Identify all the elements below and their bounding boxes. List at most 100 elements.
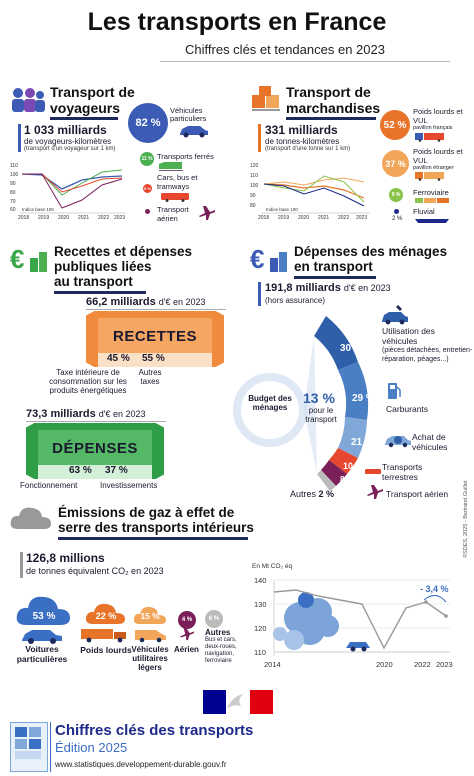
recettes-title-3: au transport: [54, 274, 133, 289]
share-circle-bus: 5 %: [143, 184, 152, 193]
marchandises-line-chart: 120 110 100 90 80 2018 2019 2020 2021 20…: [250, 163, 370, 220]
euro-coins-icon: €: [10, 244, 47, 274]
arc-segment-carburants: [338, 362, 369, 420]
voyageurs-title-2: voyageurs: [50, 100, 121, 116]
recettes-label: RECETTES: [112, 328, 197, 345]
share-circle-fer: 9 %: [389, 188, 403, 202]
share-pct: 82 %: [135, 117, 161, 129]
x-tick: 2022: [338, 215, 349, 220]
footer-url[interactable]: www.statistiques.developpement-durable.g…: [55, 760, 227, 769]
x-tick: 2020: [298, 215, 309, 220]
ges-share-circle-autres: 6 %: [205, 610, 223, 628]
y-tick: 90: [250, 193, 256, 199]
voyageurs-vp-label: Véhicules particuliers: [170, 106, 207, 123]
recettes-pct-2: 55 %: [142, 353, 165, 364]
freight-train-icon: [415, 198, 449, 203]
wrench-car-icon: [382, 305, 408, 325]
y-tick: 120: [250, 163, 259, 169]
y-tick: 140: [254, 576, 267, 585]
plane-icon: [367, 485, 383, 499]
share-circle-pl-fr: 52 %: [380, 110, 410, 140]
marchandises-fluv-pct: 2 %: [392, 216, 403, 222]
recettes-amount: 66,2 milliards d'€ en 2023: [86, 296, 206, 308]
arc-segment-aerien: [321, 460, 347, 486]
ges-share-sub-autres: Bus et cars, deux-roues, navigation, fer…: [205, 637, 237, 664]
ges-change-label: - 3,4 %: [420, 584, 449, 594]
marchandises-pl-etr-label: Poids lourds et VUL: [413, 147, 463, 165]
ges-share-label-air: Aérien: [174, 645, 199, 654]
train-icon: [159, 162, 183, 171]
y-tick: 80: [10, 190, 16, 196]
voyageurs-fer-label: Transports ferrés: [157, 152, 214, 161]
menages-budget-label: Budget des ménages: [248, 394, 292, 412]
menages-seg-label-2: Carburants: [386, 404, 429, 414]
marchandises-value-bar: [258, 124, 261, 152]
menages-title-2: en transport: [294, 259, 373, 274]
marchandises-pl-fr-sub: pavillon français: [413, 125, 453, 131]
recettes-split-bar: [98, 353, 212, 367]
subtitle-rule: [160, 61, 450, 62]
page-title: Les transports en France: [87, 8, 387, 36]
y-tick: 90: [10, 181, 16, 187]
footer-title: Chiffres clés des transports: [55, 722, 254, 739]
marchandises-fluv-label: Fluvial: [413, 207, 435, 216]
depenses-amount: 73,3 milliards d'€ en 2023: [26, 408, 146, 420]
y-tick: 100: [250, 183, 259, 189]
ges-share-pct-vul: 15 %: [140, 611, 160, 621]
barge-icon: [415, 219, 449, 223]
depenses-pct-2: 37 %: [105, 465, 128, 476]
x-tick: 2018: [18, 215, 29, 220]
share-circle-vp: 82 %: [128, 103, 168, 143]
van-icon: [135, 630, 166, 643]
share-cloud-vul: [133, 606, 166, 624]
menages-budget-chart: [233, 316, 369, 491]
car-icon: [22, 630, 62, 644]
share-circle-air: 1 %: [145, 209, 150, 214]
marchandises-title-underline: [286, 117, 376, 120]
page-subtitle: Chiffres clés et tendances en 2023: [185, 42, 385, 57]
recettes-title-2: publiques liées: [54, 259, 152, 274]
marchandises-value: 331 milliards: [265, 123, 338, 137]
fuel-pump-icon: [388, 383, 401, 399]
ges-value-bar: [20, 552, 23, 578]
y-tick: 60: [10, 207, 16, 213]
x-tick: 2023: [114, 215, 125, 220]
voyageurs-value-bar: [18, 124, 21, 152]
ges-unit: de tonnes équivalent CO₂ en 2023: [26, 566, 164, 576]
credit-text: ©SDES, 2025 - Bertrand Guillet: [463, 480, 469, 558]
y-tick: 120: [254, 624, 267, 633]
marchandises-pl-etr-sub: pavillon étranger: [413, 165, 454, 171]
share-cloud-vp: [16, 596, 70, 625]
menages-center-pct: 13 %: [303, 390, 335, 406]
menages-autres: Autres 2 %: [290, 489, 335, 499]
ges-title-1: Émissions de gaz à effet de: [58, 505, 235, 520]
ges-chart-unit: En Mt CO₂ éq: [252, 563, 292, 570]
x-tick: 2023: [356, 215, 367, 220]
marchandises-title-2: marchandises: [286, 100, 381, 116]
voyageurs-title-1: Transport de: [50, 84, 135, 100]
menages-seg-label-4: Transports terrestres: [382, 462, 423, 482]
recettes-title-1: Recettes et dépenses: [54, 244, 193, 259]
series-line-fer: [263, 175, 365, 203]
cloud-icon: [10, 507, 51, 529]
car-euro-icon: [385, 436, 411, 448]
arc-segment-utilisation: [314, 316, 358, 370]
y-tick: 80: [250, 203, 256, 209]
y-tick: 110: [254, 648, 266, 657]
voyageurs-index-label: Indice base 100: [22, 207, 54, 212]
x-tick: 2022: [414, 660, 431, 669]
ges-share-label-vul: Véhicules utilitaires légers: [131, 645, 169, 672]
share-circle-fer: 11 %: [140, 152, 154, 166]
plane-icon: [180, 627, 194, 641]
euro-coins-icon: €: [250, 244, 287, 274]
series-line-fluv: [263, 183, 365, 207]
recettes-rule: [86, 309, 226, 310]
y-tick: 70: [10, 199, 16, 205]
x-tick: 2021: [78, 215, 89, 220]
truck-icon: [415, 172, 444, 181]
menages-seg-sub-1: (pièces détachées, entretien-réparation,…: [382, 347, 473, 363]
plane-icon: [199, 206, 215, 220]
arc-segment-achat: [338, 417, 367, 458]
recettes-pct-1: 45 %: [107, 353, 130, 364]
menages-title-1: Dépenses des ménages: [294, 244, 448, 259]
